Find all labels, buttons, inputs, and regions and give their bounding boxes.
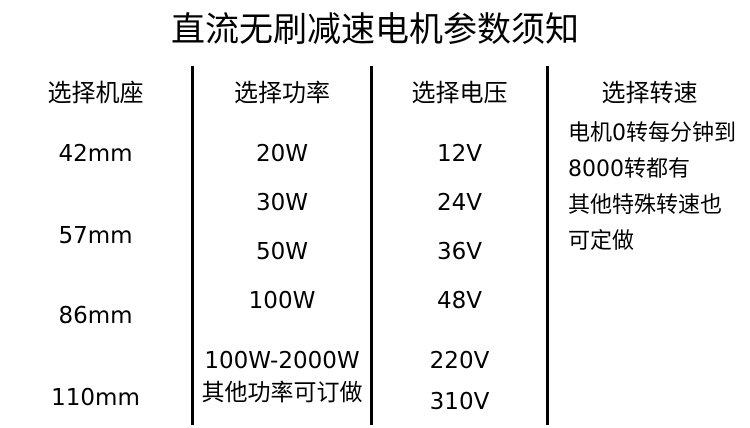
column-header-speed: 选择转速 [601,79,698,107]
column-header-power: 选择功率 [234,79,330,107]
column-speed: 选择转速 电机0转每分钟到 8000转都有 其他特殊转速也 可定做 [549,66,750,426]
column-divider-2 [370,66,373,425]
cell-power-1: 30W [255,190,308,216]
cell-voltage-3: 48V [436,288,482,314]
cell-frame-size-1: 57mm [58,223,133,249]
note-speed-line-2: 其他特殊转速也 [568,193,723,218]
cell-power-0: 20W [255,141,308,167]
column-power: 选择功率 20W 30W 50W 100W 100W-2000W 其他功率可订做 [194,66,370,426]
cell-voltage-1: 24V [436,190,482,216]
cell-voltage-5: 310V [429,389,490,415]
cell-voltage-2: 36V [436,239,482,265]
cell-voltage-4: 220V [429,348,490,374]
cell-frame-size-3: 110mm [51,385,140,411]
note-speed-line-3: 可定做 [568,229,635,254]
column-divider-3 [546,66,549,425]
cell-power-2: 50W [255,239,308,265]
column-divider-1 [191,66,194,425]
note-speed-line-0: 电机0转每分钟到 [568,121,736,146]
column-frame-size: 选择机座 42mm 57mm 86mm 110mm [0,66,191,426]
cell-frame-size-0: 42mm [58,141,133,167]
column-header-voltage: 选择电压 [411,79,508,107]
cell-voltage-0: 12V [436,141,482,167]
cell-power-5: 其他功率可订做 [201,380,363,406]
column-header-frame-size: 选择机座 [47,79,144,107]
page-title: 直流无刷减速电机参数须知 [171,10,579,50]
cell-power-4: 100W-2000W [204,348,360,374]
column-voltage: 选择电压 12V 24V 36V 48V 220V 310V [373,66,546,426]
note-speed-line-1: 8000转都有 [568,157,690,182]
parameter-table: 选择机座 42mm 57mm 86mm 110mm 选择功率 20W 30W 5… [0,66,750,426]
cell-power-3: 100W [248,288,316,314]
cell-frame-size-2: 86mm [58,303,133,329]
